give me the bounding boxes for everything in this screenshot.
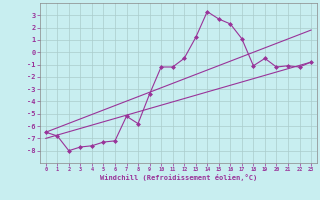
X-axis label: Windchill (Refroidissement éolien,°C): Windchill (Refroidissement éolien,°C) <box>100 174 257 181</box>
